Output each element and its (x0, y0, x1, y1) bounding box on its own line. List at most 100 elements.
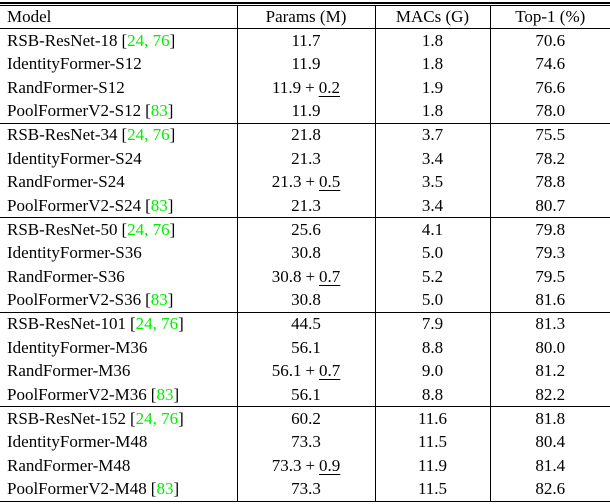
macs-value: 3.5 (421, 172, 444, 192)
params-value: 11.9 (291, 54, 321, 74)
top1-cell: 81.2 (489, 359, 610, 383)
top1-cell: 74.6 (489, 52, 610, 76)
top1-value: 82.2 (535, 384, 566, 404)
params-cell: 56.1 (236, 382, 375, 407)
model-name: RandFormer-S24 (7, 172, 125, 192)
table-row: PoolFormerV2-M48 [83] 73.3 11.5 82.6 (0, 477, 610, 502)
top1-value: 78.2 (535, 148, 566, 168)
model-name: PoolFormerV2-S36 (7, 290, 142, 310)
citation-link[interactable]: 83 (156, 479, 174, 499)
citation-link[interactable]: 24, 76 (135, 409, 179, 429)
citation-open-bracket: [ (145, 195, 151, 215)
citation-link[interactable]: 83 (150, 290, 168, 310)
table-row: RSB-ResNet-18 [24, 76] 11.7 1.8 70.6 (0, 28, 610, 53)
table-row: RandFormer-S12 11.9 +0.2 1.9 76.6 (0, 75, 610, 100)
plus-separator: + (305, 455, 316, 475)
model-name: RSB-ResNet-18 (7, 30, 118, 50)
macs-cell: 11.5 (374, 477, 490, 502)
model-name: PoolFormerV2-S12 (7, 100, 142, 120)
macs-value: 7.9 (421, 314, 444, 334)
citation-link[interactable]: 83 (156, 384, 174, 404)
top1-value: 81.8 (535, 409, 566, 429)
macs-cell: 3.5 (374, 170, 490, 194)
citation-link[interactable]: 24, 76 (127, 219, 170, 239)
model-name: IdentityFormer-M48 (7, 432, 148, 452)
params-cell: 21.3 (236, 193, 375, 218)
citation-open-bracket: [ (145, 100, 151, 120)
params-cell: 11.7 (236, 28, 375, 53)
model-name: RandFormer-M36 (7, 361, 131, 381)
model-cell: PoolFormerV2-M36 [83] (0, 383, 237, 407)
params-cell: 21.8 (236, 122, 375, 148)
model-group: RSB-ResNet-152 [24, 76] 60.2 11.6 81.8 Identi… (0, 406, 610, 502)
macs-value: 4.1 (421, 219, 444, 239)
params-cell: 30.8 (236, 288, 375, 313)
model-cell: PoolFormerV2-S36 [83] (0, 288, 237, 312)
top1-cell: 82.6 (489, 477, 610, 502)
citation-link[interactable]: 24, 76 (135, 314, 179, 334)
params-extra-underlined: 0.7 (319, 361, 341, 381)
model-name: PoolFormerV2-M36 (7, 384, 147, 404)
macs-cell: 1.8 (374, 28, 490, 53)
top1-cell: 76.6 (489, 75, 610, 100)
citation-link[interactable]: 83 (150, 195, 168, 215)
model-cell: PoolFormerV2-S12 [83] (0, 99, 237, 123)
table-row: PoolFormerV2-S24 [83] 21.3 3.4 80.7 (0, 193, 610, 218)
params-cell: 60.2 (236, 406, 375, 431)
model-group: RSB-ResNet-101 [24, 76] 44.5 7.9 81.3 Identit… (0, 311, 610, 407)
top1-cell: 81.8 (489, 406, 610, 431)
top1-value: 81.3 (535, 314, 566, 334)
model-group: RSB-ResNet-34 [24, 76] 21.8 3.7 75.5 Identity… (0, 122, 610, 218)
macs-cell: 1.8 (374, 99, 490, 124)
model-name: RSB-ResNet-152 (7, 409, 126, 429)
params-cell: 11.9 (236, 52, 375, 76)
citation-close-bracket: ] (169, 219, 176, 239)
top1-cell: 81.3 (489, 311, 610, 337)
header-row: Model Params (M) MACs (G) Top-1 (%) (0, 5, 610, 30)
top1-value: 79.8 (535, 219, 566, 239)
macs-value: 11.6 (417, 409, 448, 429)
params-extra-underlined: 0.7 (319, 266, 341, 286)
params-value: 11.9 (272, 77, 302, 97)
citation-open-bracket: [ (145, 290, 151, 310)
macs-cell: 3.7 (374, 122, 490, 148)
citation-link[interactable]: 24, 76 (127, 30, 170, 50)
citation-link[interactable]: 24, 76 (127, 125, 170, 145)
params-cell: 30.8 (236, 241, 375, 265)
citation-link[interactable]: 83 (150, 100, 168, 120)
table-row: RandFormer-S36 30.8 +0.7 5.2 79.5 (0, 265, 610, 289)
model-cell: IdentityFormer-S36 (0, 242, 237, 265)
model-name: RSB-ResNet-50 (7, 219, 118, 239)
top1-cell: 80.7 (489, 193, 610, 218)
top1-cell: 81.6 (489, 288, 610, 313)
column-header-macs: MACs (G) (374, 5, 490, 30)
macs-cell: 11.6 (374, 406, 490, 431)
model-name: RandFormer-S12 (7, 77, 125, 97)
top1-cell: 80.4 (489, 430, 610, 455)
top1-value: 76.6 (535, 77, 566, 97)
top1-cell: 78.2 (489, 147, 610, 171)
citation-close-bracket: ] (178, 314, 184, 334)
table-row: RandFormer-S24 21.3 +0.5 3.5 78.8 (0, 170, 610, 194)
params-cell: 11.9 +0.2 (236, 75, 375, 100)
citation-close-bracket: ] (167, 195, 174, 215)
params-value: 56.1 (271, 361, 302, 381)
top1-value: 81.6 (535, 290, 566, 310)
table-row: RandFormer-M36 56.1 +0.7 9.0 81.2 (0, 359, 610, 383)
macs-cell: 1.9 (374, 75, 490, 100)
params-cell: 56.1 +0.7 (236, 359, 375, 383)
model-cell: RSB-ResNet-18 [24, 76] (0, 29, 237, 53)
model-cell: RandFormer-S24 (0, 170, 237, 193)
top1-value: 78.0 (535, 100, 566, 120)
macs-cell: 5.0 (374, 288, 490, 313)
citation-open-bracket: [ (150, 479, 157, 499)
macs-value: 5.0 (421, 290, 444, 310)
params-value: 11.7 (291, 30, 321, 50)
table-row: RSB-ResNet-152 [24, 76] 60.2 11.6 81.8 (0, 406, 610, 431)
macs-value: 1.9 (421, 77, 444, 97)
model-name: RandFormer-M48 (7, 455, 131, 475)
model-name: IdentityFormer-S24 (7, 148, 142, 168)
model-name: PoolFormerV2-S24 (7, 195, 142, 215)
model-cell: IdentityFormer-M36 (0, 336, 237, 359)
model-cell: IdentityFormer-S24 (0, 147, 237, 170)
